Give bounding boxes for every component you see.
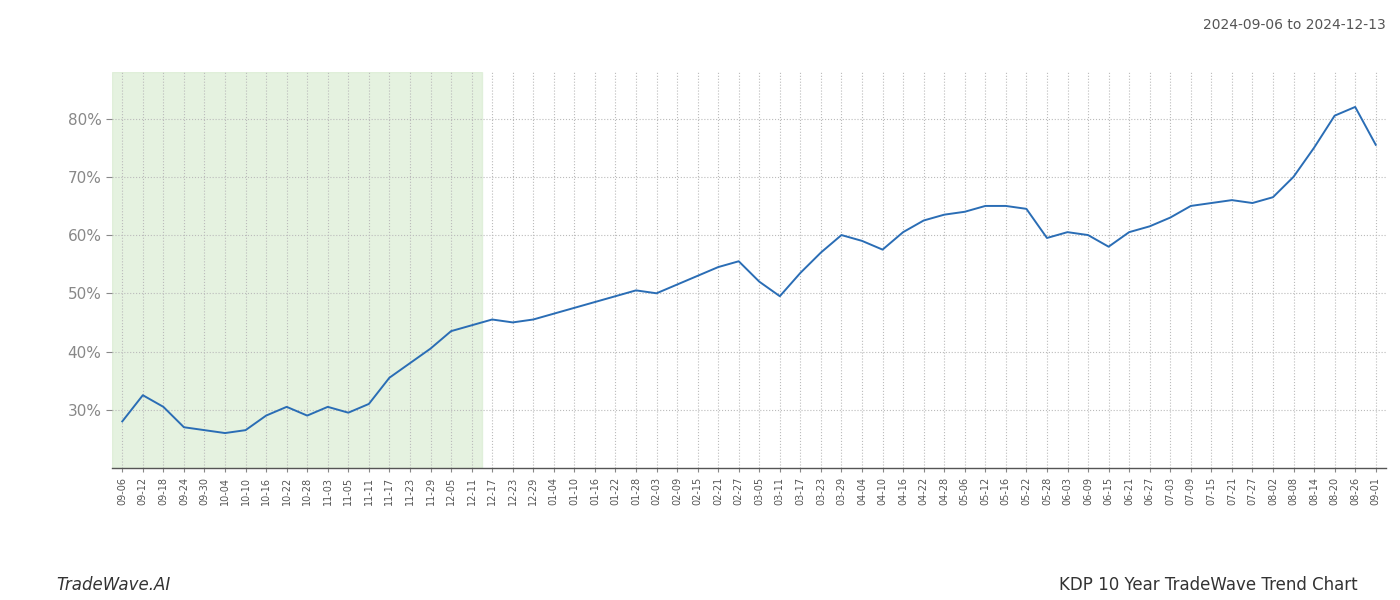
Text: KDP 10 Year TradeWave Trend Chart: KDP 10 Year TradeWave Trend Chart xyxy=(1060,576,1358,594)
Text: 2024-09-06 to 2024-12-13: 2024-09-06 to 2024-12-13 xyxy=(1203,18,1386,32)
Text: TradeWave.AI: TradeWave.AI xyxy=(56,576,171,594)
Bar xyxy=(112,72,482,468)
